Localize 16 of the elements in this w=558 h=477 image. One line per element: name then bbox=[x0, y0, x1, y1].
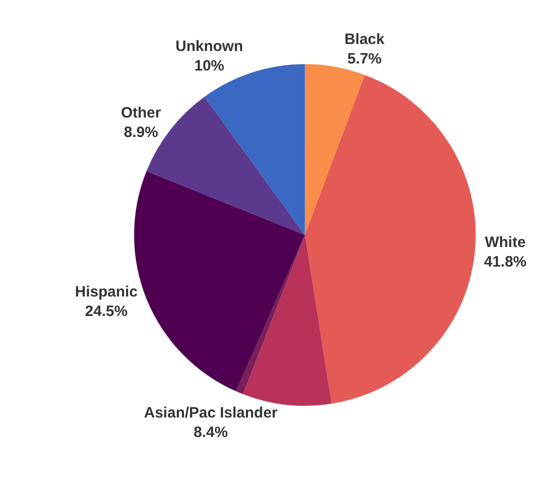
pie-slice bbox=[236, 234, 305, 394]
data-label: 24.5% bbox=[85, 303, 128, 320]
slice-label: White bbox=[484, 234, 526, 252]
pie-slice bbox=[304, 74, 476, 404]
data-label: 41.8% bbox=[484, 254, 527, 271]
slice-label: Black bbox=[344, 30, 386, 48]
pie-slice bbox=[304, 64, 365, 235]
data-label: 10% bbox=[194, 57, 224, 74]
data-label: 8.9% bbox=[124, 124, 158, 142]
slice-label: Hispanic bbox=[75, 284, 138, 301]
pie-slice bbox=[243, 234, 332, 406]
slice-label: Unknown bbox=[175, 38, 243, 55]
slice-label: Other bbox=[120, 104, 162, 122]
data-label: 5.7% bbox=[347, 50, 382, 68]
slice-label: Asian/Pac Islander bbox=[144, 404, 278, 422]
data-label: 8.4% bbox=[194, 424, 228, 442]
